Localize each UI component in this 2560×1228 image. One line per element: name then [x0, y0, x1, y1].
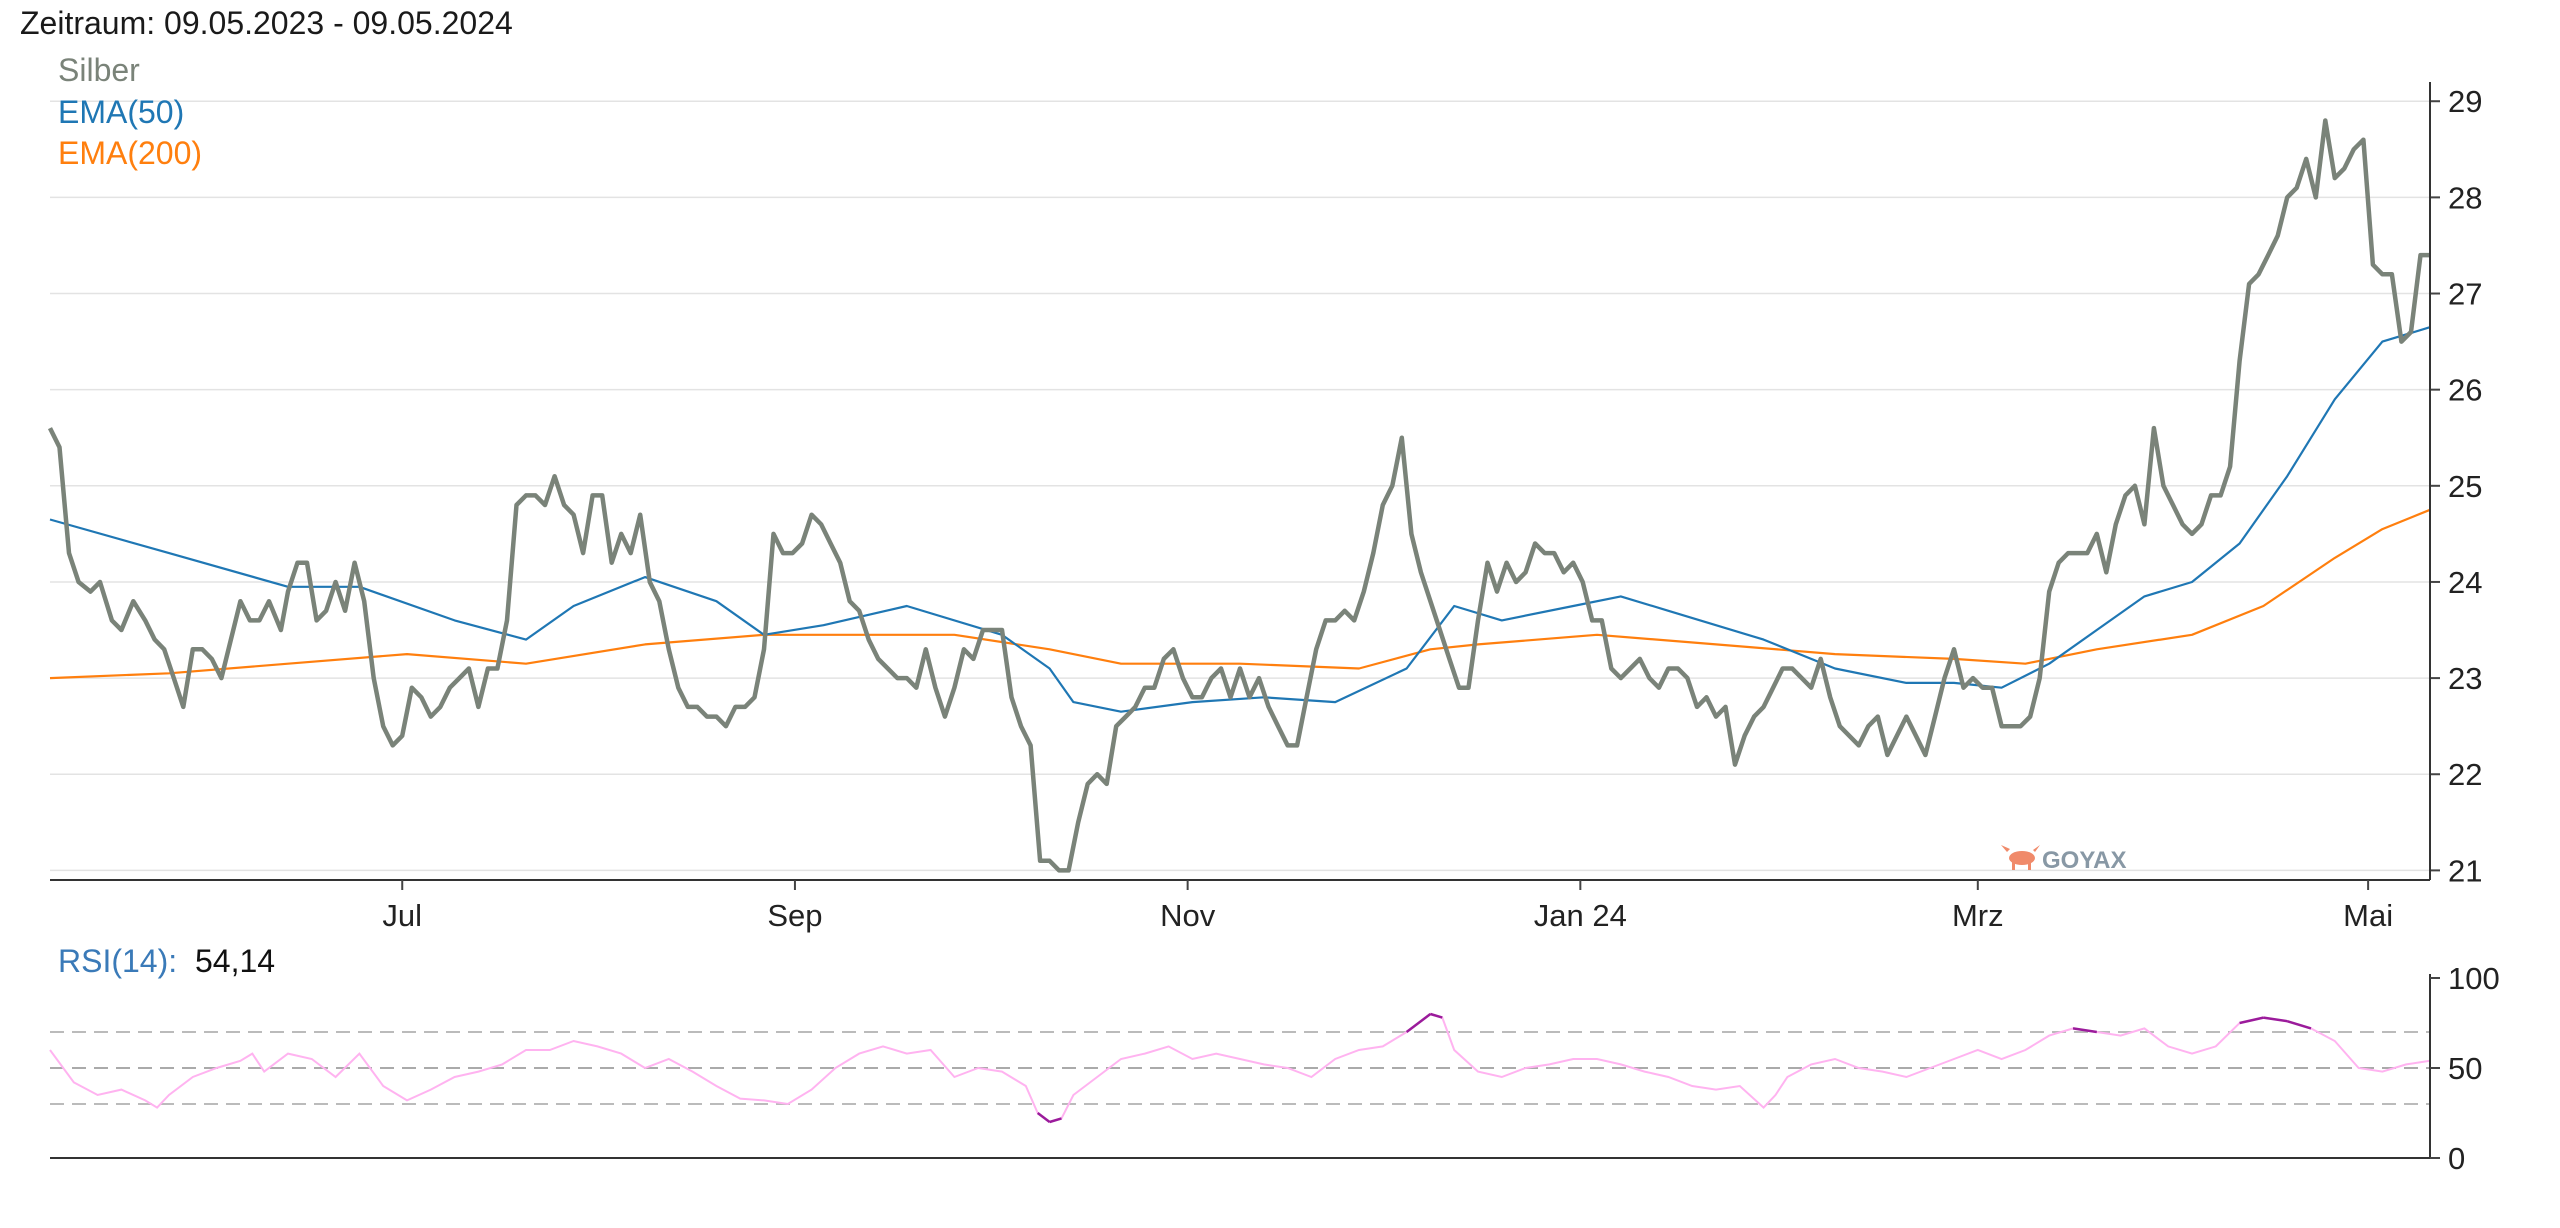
legend: Silber EMA(50) EMA(200): [58, 52, 202, 171]
legend-ema50: EMA(50): [58, 94, 184, 130]
ema200-line: [49, 508, 2431, 680]
y-tick-label: 23: [2448, 661, 2482, 696]
rsi-line: [49, 1012, 2431, 1124]
x-tick-label: Nov: [1160, 898, 1216, 933]
rsi-extreme-segment: [2263, 1016, 2288, 1023]
silber-series: [47, 118, 2430, 873]
legend-silber: Silber: [58, 52, 140, 88]
rsi-extreme-segment: [1430, 1012, 1443, 1019]
y-tick-label: 22: [2448, 757, 2482, 792]
rsi-value: 54,14: [195, 943, 275, 979]
rsi-extreme-segment: [2072, 1027, 2097, 1034]
y-tick-label: 25: [2448, 469, 2482, 504]
ema50-series: [49, 326, 2431, 713]
x-tick-label: Jul: [382, 898, 422, 933]
x-tick-label: Sep: [767, 898, 822, 933]
x-tick-label: Mai: [2343, 898, 2393, 933]
rsi-y-tick-label: 100: [2448, 961, 2500, 996]
ema50-line: [49, 326, 2431, 713]
rsi-label: RSI(14):: [58, 943, 177, 979]
rsi-grid: [50, 1031, 2430, 1105]
rsi-axes: 0 50 100: [50, 961, 2500, 1176]
y-tick-label: 21: [2448, 853, 2482, 888]
y-tick-label: 28: [2448, 180, 2482, 215]
x-tick-label: Jan 24: [1534, 898, 1627, 933]
rsi-extreme-segment: [1405, 1013, 1432, 1033]
ema200-series: [49, 508, 2431, 680]
main-grid: [50, 100, 2430, 872]
silber-line: [47, 118, 2430, 873]
rsi-y-tick-label: 0: [2448, 1141, 2465, 1176]
y-tick-label: 27: [2448, 277, 2482, 312]
y-tick-label: 26: [2448, 373, 2482, 408]
period-title: Zeitraum: 09.05.2023 - 09.05.2024: [20, 5, 513, 41]
goyax-text: GOYAX: [2042, 847, 2126, 874]
rsi-series: [49, 1012, 2431, 1124]
rsi-extreme-segment: [2286, 1020, 2312, 1030]
goyax-bull-icon: [2001, 845, 2040, 870]
rsi-extreme-segment: [2239, 1016, 2264, 1025]
y-tick-label: 29: [2448, 84, 2482, 119]
x-tick-label: Mrz: [1952, 898, 2004, 933]
main-axes: 21 22 23 24 25 26 27 28 29 Jul Sep Nov Jan 24 Mrz Mai: [50, 82, 2482, 933]
rsi-extreme-segment: [1049, 1117, 1062, 1124]
legend-ema200: EMA(200): [58, 135, 202, 171]
rsi-y-tick-label: 50: [2448, 1051, 2482, 1086]
y-tick-label: 24: [2448, 565, 2482, 600]
rsi-extreme-segment: [1036, 1112, 1051, 1123]
goyax-watermark: GOYAX: [2001, 845, 2126, 874]
